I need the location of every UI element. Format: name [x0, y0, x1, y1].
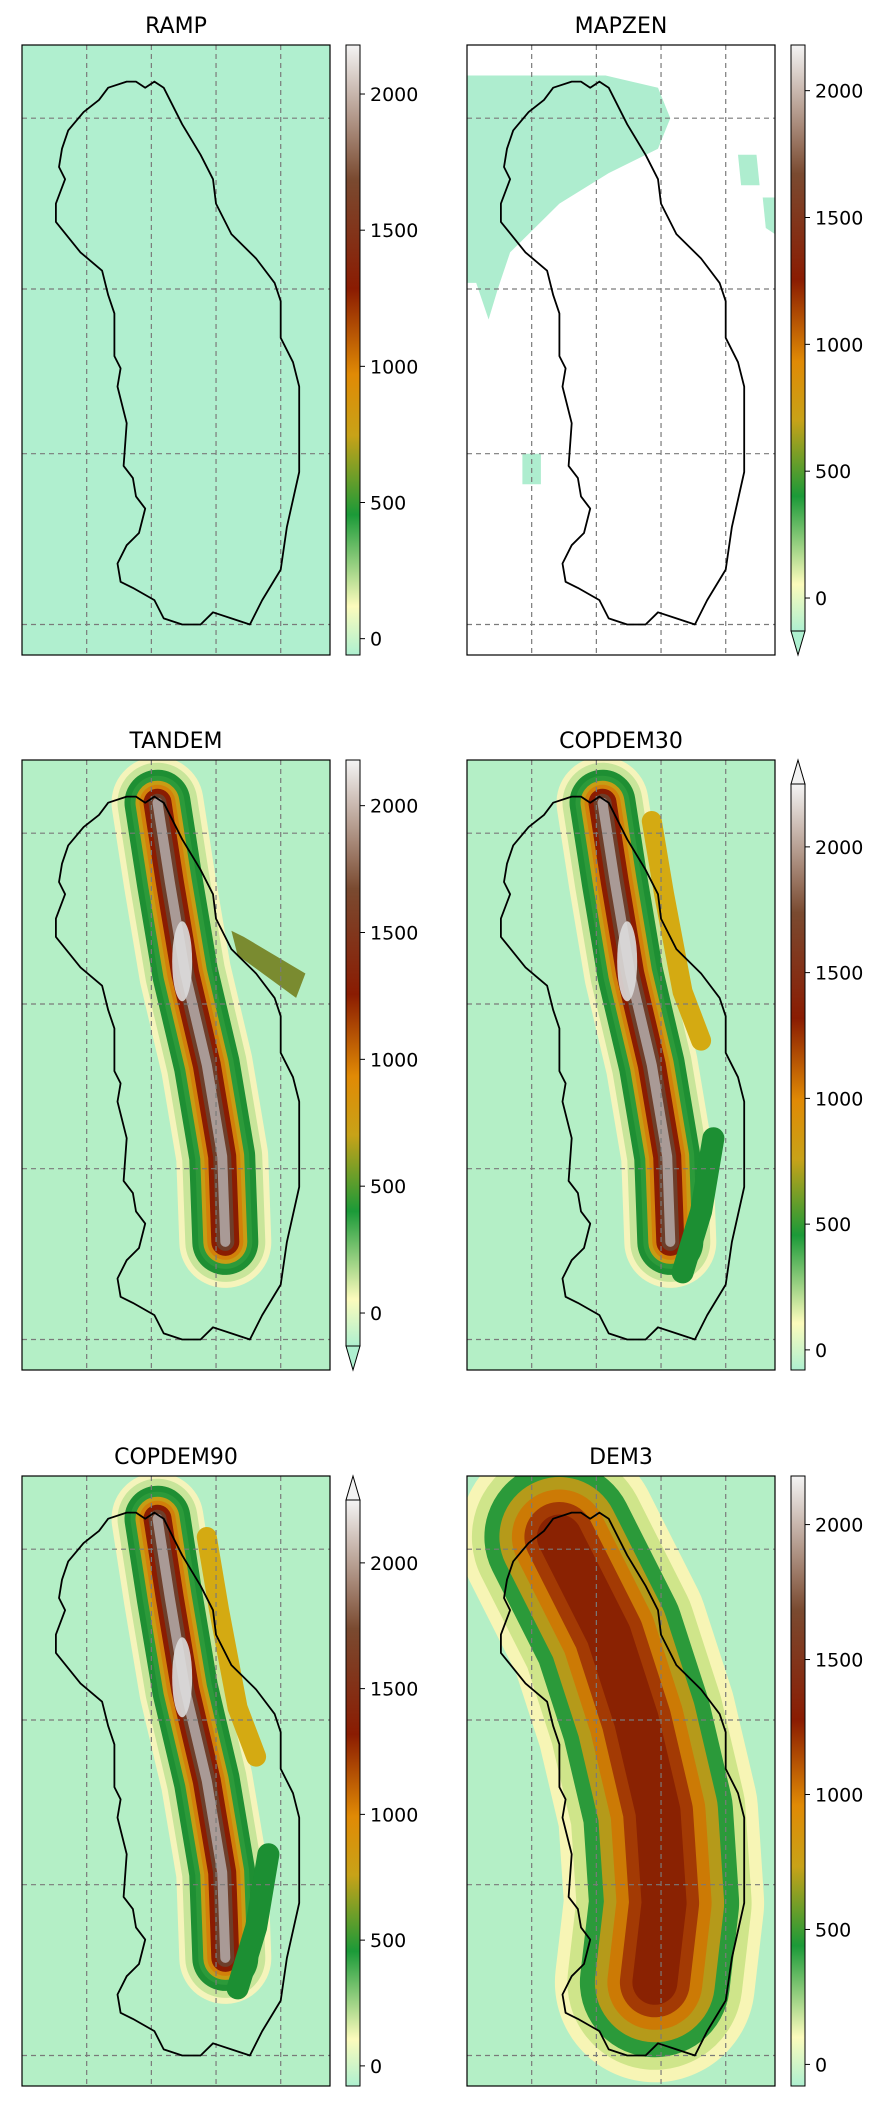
elevation-band [597, 797, 676, 1247]
nodata-mint-patch [738, 154, 760, 186]
artifact-strip [231, 930, 306, 998]
colorbar-tick-label: 1000 [370, 1804, 418, 1826]
panel-title: RAMP [145, 14, 207, 39]
colorbar-tick-label: 1000 [370, 356, 418, 378]
elevation-field [111, 1476, 280, 2004]
coastal-green-band [671, 1127, 725, 1284]
elevation-band [152, 797, 231, 1247]
colorbar-gradient [790, 783, 806, 1371]
colorbar-tick-label: 2000 [370, 1553, 418, 1575]
colorbar-tick-label: 500 [815, 1919, 851, 1941]
panel-frame [21, 44, 331, 656]
summit-highlight [172, 1637, 193, 1718]
coastal-green-band [226, 1843, 280, 2000]
nodata-mint-patch [762, 197, 775, 235]
colorbar-tick-label: 1500 [370, 923, 418, 945]
island-outline [55, 80, 301, 626]
panel-tandem: TANDEM 0 500 1000 1500 2000 [21, 729, 418, 1372]
island-outline [499, 1511, 746, 2057]
colorbar-tick-label: 0 [370, 1303, 382, 1325]
colorbar: 0 500 1000 1500 2000 [790, 758, 863, 1371]
colorbar-tick-label: 500 [815, 461, 851, 483]
panel-ramp: RAMP 0 500 1000 1500 2000 [21, 14, 418, 656]
colorbar-tick-label: 0 [815, 588, 827, 610]
colorbar-tick-label: 2000 [815, 837, 863, 859]
panel-title: DEM3 [589, 1445, 653, 1470]
colorbar-tick-label: 1000 [370, 1049, 418, 1071]
colorbar-tick-label: 1500 [815, 208, 863, 230]
colorbar-extend-arrow [345, 1345, 361, 1372]
panel-frame [21, 759, 331, 1371]
elevation-band [152, 1513, 231, 1963]
elevation-band [536, 1514, 687, 2005]
colorbar-tick-label: 1500 [815, 1650, 863, 1672]
panel-title: COPDEM30 [559, 729, 683, 754]
panel-copdem30: COPDEM30 0 500 1000 1500 2000 [466, 729, 863, 1371]
panel-dem3: DEM3 0 500 1000 1500 2000 [466, 1445, 863, 2087]
colorbar-gradient [790, 1475, 806, 2087]
panel-frame [466, 44, 776, 656]
colorbar-tick-label: 0 [370, 2056, 382, 2078]
panel-frame [21, 1475, 331, 2087]
panel-frame [466, 759, 776, 1371]
colorbar-extend-arrow [790, 758, 806, 785]
colorbar: 0 500 1000 1500 2000 [345, 759, 418, 1372]
elevation-field [467, 1476, 765, 2083]
panel-mapzen: MAPZEN 0 500 1000 1500 2000 [466, 14, 863, 657]
colorbar-tick-label: 0 [815, 2054, 827, 2076]
colorbar-tick-label: 2000 [370, 84, 418, 106]
colorbar: 0 500 1000 1500 2000 [790, 1475, 863, 2087]
summit-highlight [617, 921, 638, 1002]
colorbar: 0 500 1000 1500 2000 [345, 44, 418, 656]
colorbar-tick-label: 0 [815, 1340, 827, 1362]
colorbar-tick-label: 2000 [815, 81, 863, 103]
panel-title: TANDEM [128, 729, 222, 754]
colorbar-tick-label: 1000 [815, 1784, 863, 1806]
panel-copdem90: COPDEM90 0 500 1000 1500 2000 [21, 1445, 418, 2087]
colorbar-tick-label: 2000 [370, 796, 418, 818]
colorbar-gradient [790, 44, 806, 632]
colorbar-tick-label: 1500 [370, 1679, 418, 1701]
colorbar-tick-label: 1500 [815, 963, 863, 985]
elevation-field [111, 760, 306, 1288]
colorbar-tick-label: 2000 [815, 1515, 863, 1537]
nodata-mint-patch [467, 75, 671, 320]
panel-title: COPDEM90 [114, 1445, 238, 1470]
colorbar-gradient [345, 1499, 361, 2087]
panel-frame [466, 1475, 776, 2087]
elevation-field [556, 760, 725, 1288]
colorbar-tick-label: 1000 [815, 334, 863, 356]
colorbar-tick-label: 1500 [370, 220, 418, 242]
colorbar-tick-label: 500 [370, 493, 406, 515]
panel-title: MAPZEN [575, 14, 668, 39]
colorbar: 0 500 1000 1500 2000 [345, 1474, 418, 2087]
colorbar: 0 500 1000 1500 2000 [790, 44, 863, 657]
island-outline [499, 795, 746, 1341]
colorbar-tick-label: 500 [370, 1930, 406, 1952]
island-outline [55, 795, 301, 1341]
colorbar-gradient [345, 759, 361, 1347]
colorbar-tick-label: 0 [370, 629, 382, 651]
colorbar-extend-arrow [790, 630, 806, 657]
colorbar-gradient [345, 44, 361, 656]
colorbar-extend-arrow [345, 1474, 361, 1501]
map-background [22, 45, 330, 655]
summit-highlight [172, 921, 193, 1002]
island-outline [55, 1511, 301, 2057]
colorbar-tick-label: 500 [370, 1176, 406, 1198]
island-outline [499, 80, 746, 626]
colorbar-tick-label: 1000 [815, 1088, 863, 1110]
colorbar-tick-label: 500 [815, 1214, 851, 1236]
